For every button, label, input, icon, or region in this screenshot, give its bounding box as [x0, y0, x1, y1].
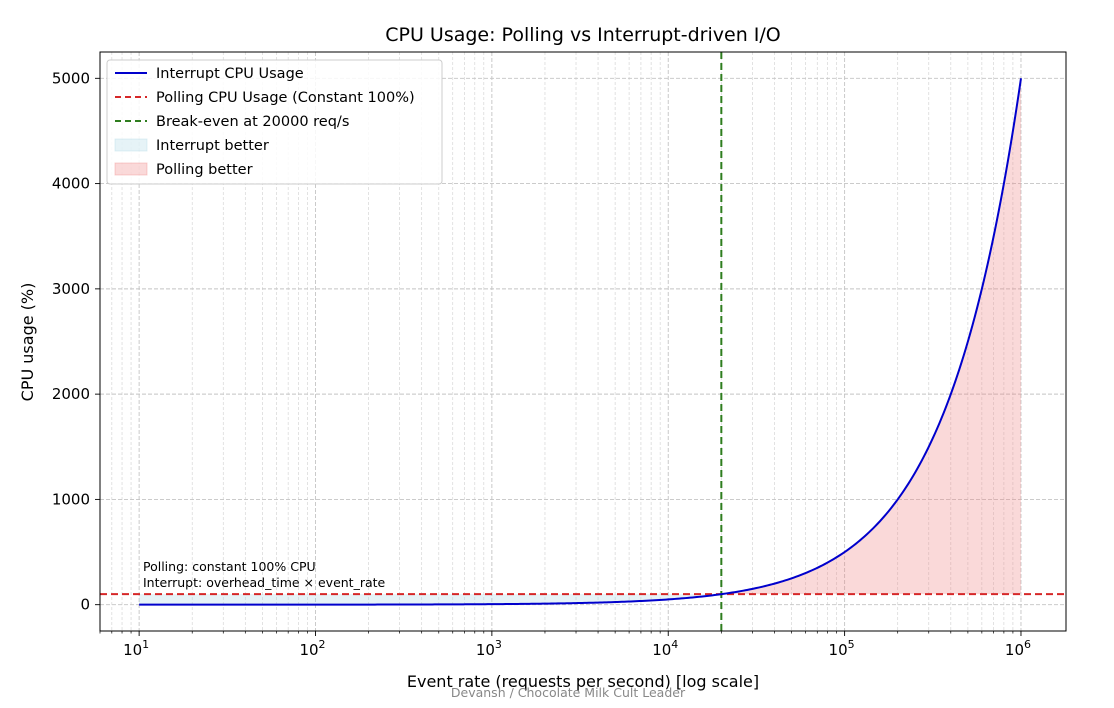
- chart-title: CPU Usage: Polling vs Interrupt-driven I…: [385, 24, 780, 46]
- annotation-polling: Polling: constant 100% CPU: [143, 559, 316, 574]
- y-tick-label: 5000: [52, 69, 90, 87]
- x-tick-label: 101: [123, 638, 149, 659]
- legend-entry-label: Polling better: [156, 162, 253, 178]
- x-tick-label: 103: [476, 638, 502, 659]
- x-axis-label: Event rate (requests per second) [log sc…: [407, 672, 759, 691]
- y-tick-label: 2000: [52, 385, 90, 403]
- legend-swatch: [114, 162, 148, 176]
- grid-layer: [99, 52, 1066, 631]
- legend: Interrupt CPU Usage Polling CPU Usage (Co…: [106, 59, 443, 185]
- x-tick-label: 106: [1005, 638, 1031, 659]
- legend-entry-label: Interrupt CPU Usage: [156, 66, 304, 82]
- y-tick-label: 0: [80, 596, 90, 614]
- y-tick-label: 3000: [52, 280, 90, 298]
- plot-area-frame: [99, 51, 1067, 632]
- y-tick-label: 4000: [52, 175, 90, 193]
- legend-swatch: [114, 138, 148, 152]
- polling-better-region: [721, 78, 1021, 595]
- legend-entry-label: Break-even at 20000 req/s: [156, 114, 349, 130]
- tick-layer: 101 102 103 104 105 106 0 1000 2000 3000 4000 5000: [52, 69, 1031, 659]
- credit-watermark: Devansh / Chocolate Milk Cult Leader: [451, 685, 686, 700]
- x-tick-label: 105: [829, 638, 855, 659]
- legend-entry-label: Interrupt better: [156, 138, 269, 154]
- interrupt-cpu-line: [139, 78, 1022, 606]
- x-tick-label: 104: [652, 638, 678, 659]
- y-axis-label: CPU usage (%): [18, 283, 37, 402]
- interrupt-better-region: [139, 594, 722, 605]
- line-layer: [100, 52, 1066, 631]
- x-tick-label: 102: [299, 638, 325, 659]
- legend-entry-label: Polling CPU Usage (Constant 100%): [156, 90, 415, 106]
- legend-box: [106, 59, 443, 185]
- fill-layer: [139, 78, 1021, 605]
- annotation-interrupt: Interrupt: overhead_time × event_rate: [143, 575, 386, 590]
- y-tick-label: 1000: [52, 490, 90, 508]
